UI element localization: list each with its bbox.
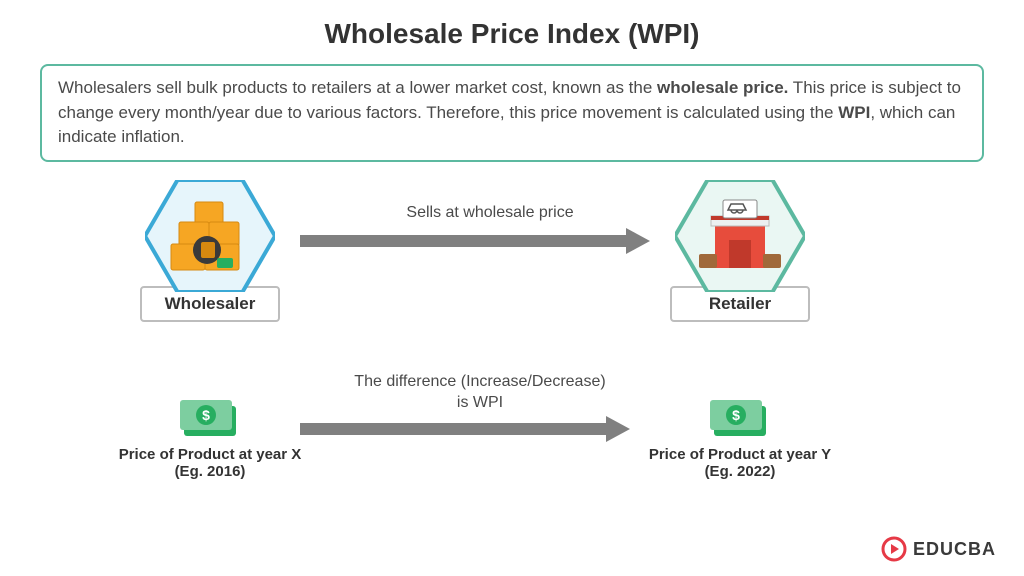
price-y-line2: (Eg. 2022): [630, 463, 850, 480]
money-icon: $: [180, 400, 240, 438]
price-y-line1: Price of Product at year Y: [630, 446, 850, 463]
diagram-area: Wholesaler Retailer Sells at wholesale p…: [60, 180, 964, 540]
price-y-node: $ Price of Product at year Y (Eg. 2022): [630, 400, 850, 480]
price-x-line2: (Eg. 2016): [100, 463, 320, 480]
money-icon: $: [710, 400, 770, 438]
arrow1-label: Sells at wholesale price: [340, 204, 640, 222]
brand-icon: [881, 536, 907, 562]
retailer-hexagon: [675, 180, 805, 292]
arrow2: [300, 416, 630, 442]
price-x-node: $ Price of Product at year X (Eg. 2016): [100, 400, 320, 480]
description-box: Wholesalers sell bulk products to retail…: [40, 64, 984, 162]
svg-text:$: $: [732, 407, 740, 423]
price-x-line1: Price of Product at year X: [100, 446, 320, 463]
brand-logo: EDUCBA: [881, 536, 996, 562]
wholesaler-hexagon: [145, 180, 275, 292]
page-title: Wholesale Price Index (WPI): [0, 0, 1024, 50]
wholesaler-node: Wholesaler: [130, 180, 290, 322]
arrow2-label: The difference (Increase/Decrease)is WPI: [320, 372, 640, 414]
brand-text: EDUCBA: [913, 539, 996, 560]
arrow1: [300, 228, 650, 254]
svg-text:$: $: [202, 407, 210, 423]
retailer-node: Retailer: [660, 180, 820, 322]
